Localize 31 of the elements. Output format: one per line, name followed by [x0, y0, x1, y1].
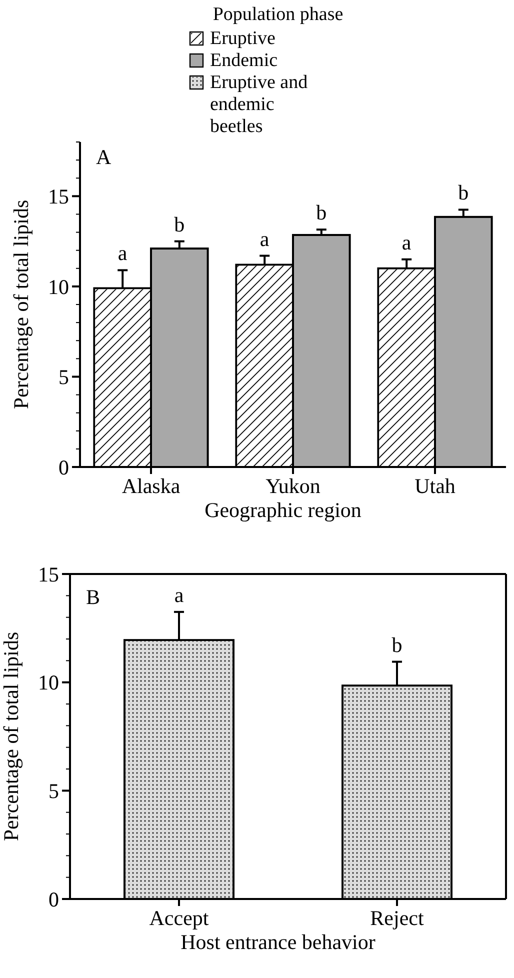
y-tick-label: 5 — [58, 365, 69, 390]
y-tick-label: 0 — [58, 455, 69, 480]
annotation: A — [96, 145, 112, 169]
annotation: a — [260, 226, 270, 251]
legend-label: Eruptive — [210, 28, 276, 49]
annotation: b — [458, 180, 469, 205]
annotation: a — [174, 582, 184, 607]
y-tick-label: 0 — [48, 887, 59, 912]
annotation: b — [392, 632, 402, 657]
x-tick-label: Alaska — [122, 474, 181, 498]
x-tick-label: Reject — [370, 906, 424, 930]
annotation: a — [118, 241, 128, 266]
y-tick-label: 10 — [48, 274, 69, 299]
x-axis-title: Host entrance behavior — [180, 930, 376, 954]
y-tick-label: 5 — [48, 779, 59, 804]
x-tick-label: Yukon — [266, 474, 321, 498]
legend-label: Endemic — [210, 50, 278, 71]
x-tick-label: Utah — [414, 474, 456, 498]
y-tick-label: 15 — [48, 184, 69, 209]
text: Eruptive and endemic beetles — [210, 72, 308, 137]
legend-title: Population phase — [212, 4, 344, 25]
annotation: b — [174, 212, 185, 236]
y-tick-label: 15 — [38, 562, 59, 586]
x-tick-label: Accept — [149, 906, 209, 930]
annotation: b — [316, 200, 327, 225]
annotation: B — [86, 585, 100, 609]
y-tick-label: 10 — [38, 670, 59, 695]
y-axis-title: Percentage of total lipids — [9, 200, 33, 410]
x-axis-title: Geographic region — [204, 498, 362, 522]
annotation: a — [402, 230, 412, 254]
y-axis-title: Percentage of total lipids — [0, 632, 23, 842]
